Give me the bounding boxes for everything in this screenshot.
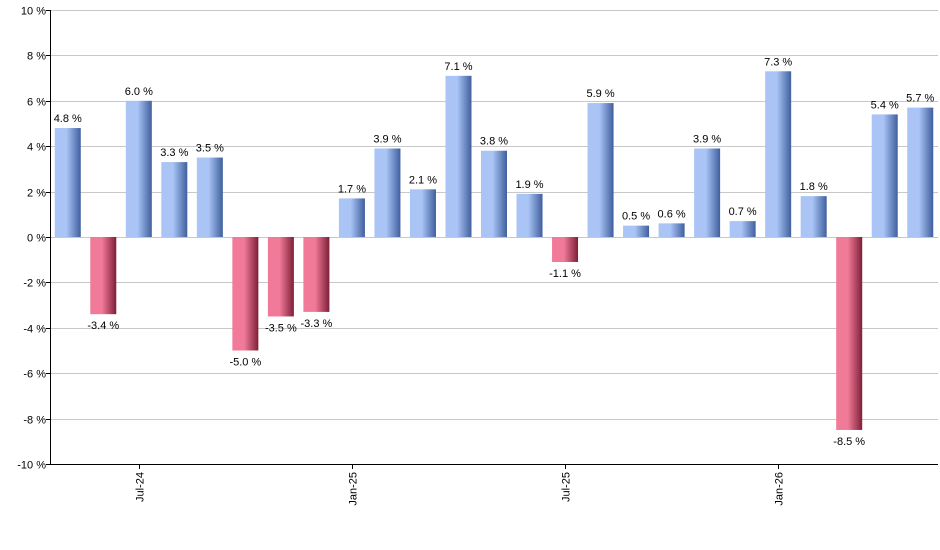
bar-positive <box>729 221 756 237</box>
y-tick-label: 8 % <box>27 51 46 63</box>
bars <box>54 71 934 430</box>
data-label: 1.8 % <box>800 181 828 193</box>
bar-positive <box>587 103 614 237</box>
bar-positive <box>871 114 898 237</box>
bar-positive <box>409 189 436 237</box>
y-tick-label: -8 % <box>23 415 46 427</box>
y-tick-label: 6 % <box>27 97 46 109</box>
data-label: 6.0 % <box>125 86 153 98</box>
data-label: 0.6 % <box>658 208 686 220</box>
data-label: 0.7 % <box>729 206 757 218</box>
bar-negative <box>836 237 863 430</box>
data-label: 3.5 % <box>196 143 224 155</box>
data-label: 5.4 % <box>871 99 899 111</box>
data-label: -1.1 % <box>549 268 581 280</box>
data-label: 3.3 % <box>160 147 188 159</box>
y-tick-label: 4 % <box>27 142 46 154</box>
data-label: -3.4 % <box>87 320 119 332</box>
bar-positive <box>800 196 827 237</box>
data-label: 5.7 % <box>906 93 934 105</box>
data-label: 1.9 % <box>515 179 543 191</box>
bar-positive <box>54 128 81 237</box>
x-axis-tick-labels: Jul-24 Jan-25 Jul-25 Jan-26 <box>135 472 786 506</box>
y-tick-label: 2 % <box>27 188 46 200</box>
data-label: 3.8 % <box>480 136 508 148</box>
y-tick-label: -2 % <box>23 278 46 290</box>
bar-positive <box>907 107 934 237</box>
bar-positive <box>623 225 650 237</box>
x-tick-label: Jul-25 <box>561 472 573 502</box>
x-tick-label: Jan-26 <box>774 472 786 506</box>
bar-negative <box>90 237 117 315</box>
y-tick-label: 0 % <box>27 233 46 245</box>
data-label: 4.8 % <box>54 113 82 125</box>
bar-negative <box>232 237 259 351</box>
y-tick-label: -4 % <box>23 324 46 336</box>
data-label: 5.9 % <box>586 88 614 100</box>
data-label: 2.1 % <box>409 174 437 186</box>
data-label: -5.0 % <box>229 357 261 369</box>
bar-positive <box>765 71 792 237</box>
y-tick-label: -6 % <box>23 369 46 381</box>
x-tick-label: Jan-25 <box>348 472 360 506</box>
bar-positive <box>516 193 543 237</box>
axes <box>46 10 938 469</box>
data-labels: 4.8 % -3.4 % 6.0 % 3.3 % 3.5 % -5.0 % -3.5 % -3… <box>54 56 935 448</box>
bar-negative <box>303 237 330 312</box>
y-tick-label: -10 % <box>17 460 46 472</box>
bar-positive <box>445 75 472 237</box>
bar-negative <box>267 237 294 317</box>
bar-positive <box>658 223 685 237</box>
data-label: -8.5 % <box>833 436 865 448</box>
y-tick-label: 10 % <box>21 6 46 18</box>
bar-positive <box>196 157 223 237</box>
data-label: 7.1 % <box>444 61 472 73</box>
bar-positive <box>161 162 188 237</box>
bar-positive <box>694 148 721 237</box>
bar-positive <box>374 148 401 237</box>
data-label: 3.9 % <box>693 133 721 145</box>
bar-positive <box>338 198 365 237</box>
data-label: 1.7 % <box>338 183 366 195</box>
bar-positive <box>125 100 152 237</box>
data-label: 7.3 % <box>764 56 792 68</box>
data-label: -3.5 % <box>265 322 297 334</box>
x-tick-label: Jul-24 <box>135 472 147 502</box>
data-label: 3.9 % <box>373 133 401 145</box>
data-label: -3.3 % <box>301 318 333 330</box>
y-axis-tick-labels: 10 % 8 % 6 % 4 % 2 % 0 % -2 % -4 % -6 % -8 % -10 % <box>17 6 46 472</box>
data-label: 0.5 % <box>622 211 650 223</box>
bar-positive <box>481 150 507 237</box>
bar-negative <box>552 237 579 262</box>
gridlines <box>50 10 938 465</box>
